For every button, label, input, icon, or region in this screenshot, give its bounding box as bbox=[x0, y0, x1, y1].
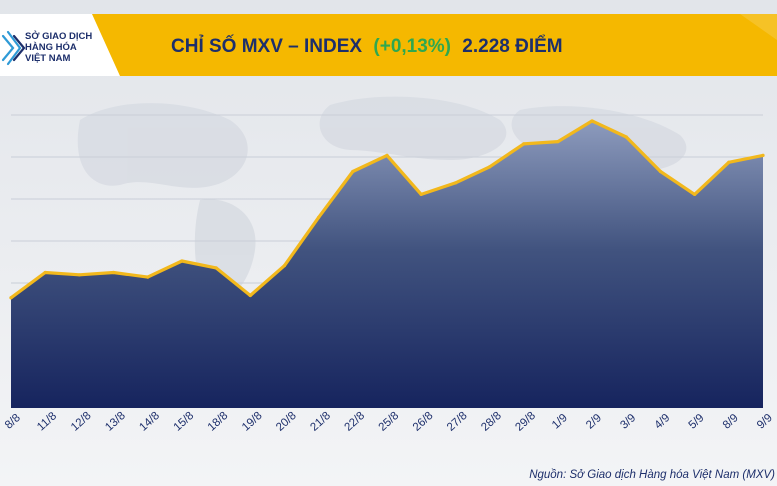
data-points bbox=[9, 119, 765, 300]
data-point-18/8 bbox=[214, 266, 218, 270]
logo-mark-icon bbox=[1, 30, 26, 66]
brand-line-3: VIỆT NAM bbox=[25, 52, 70, 64]
series-area bbox=[11, 120, 763, 409]
data-point-29/8 bbox=[522, 142, 526, 146]
data-point-8/8 bbox=[9, 296, 13, 300]
data-point-21/8 bbox=[317, 215, 321, 219]
header-banner bbox=[88, 14, 777, 76]
title-change: (+0,13%) bbox=[373, 36, 451, 57]
data-point-15/8 bbox=[180, 259, 184, 263]
banner-shape bbox=[88, 14, 777, 76]
brand-logo: SỞ GIAO DỊCH HÀNG HÓA VIỆT NAM bbox=[0, 14, 120, 76]
brand-line-2: HÀNG HÓA bbox=[25, 41, 77, 53]
data-point-12/8 bbox=[77, 273, 81, 277]
data-point-25/8 bbox=[385, 153, 389, 157]
brand-line-1: SỞ GIAO DỊCH bbox=[25, 30, 92, 42]
data-point-9/9 bbox=[761, 153, 765, 157]
banner-accent bbox=[740, 14, 777, 40]
data-point-11/8 bbox=[43, 270, 47, 275]
data-point-8/9 bbox=[727, 160, 731, 164]
data-point-14/8 bbox=[146, 275, 150, 279]
data-point-28/8 bbox=[487, 165, 492, 169]
data-point-5/9 bbox=[693, 192, 697, 197]
title-main: CHỈ SỐ MXV – INDEX bbox=[171, 35, 362, 57]
data-point-3/9 bbox=[624, 135, 628, 139]
source-note: Nguồn: Sở Giao dịch Hàng hóa Việt Nam (M… bbox=[529, 469, 775, 481]
data-point-22/8 bbox=[351, 169, 355, 174]
data-point-26/8 bbox=[419, 192, 423, 197]
data-point-27/8 bbox=[453, 181, 457, 185]
data-point-13/8 bbox=[111, 270, 116, 275]
logo-panel bbox=[0, 14, 120, 76]
data-point-4/9 bbox=[658, 169, 663, 174]
title-value: 2.228 ĐIỂM bbox=[462, 35, 562, 57]
data-point-1/9 bbox=[556, 140, 560, 144]
chart-title: CHỈ SỐ MXV – INDEX (+0,13%) 2.228 ĐIỂM bbox=[171, 35, 563, 57]
data-point-20/8 bbox=[282, 264, 287, 268]
data-point-19/8 bbox=[248, 293, 252, 298]
data-point-2/9 bbox=[590, 119, 594, 123]
